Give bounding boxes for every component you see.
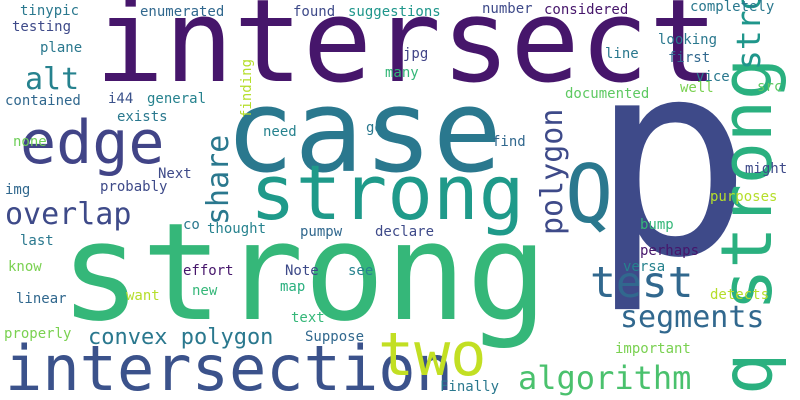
cloud-word: text <box>291 310 325 326</box>
cloud-word: considered <box>544 2 629 18</box>
cloud-word: found <box>293 4 336 20</box>
cloud-word: perhaps <box>640 243 700 259</box>
cloud-word: linear <box>16 291 67 307</box>
cloud-word: none <box>13 134 47 150</box>
cloud-word: bump <box>640 217 674 233</box>
cloud-word: finding <box>239 58 255 118</box>
cloud-word: strong <box>250 148 525 237</box>
cloud-word: overlap <box>5 197 132 232</box>
cloud-word: new <box>192 283 218 299</box>
cloud-word: jpg <box>403 46 429 62</box>
cloud-word: general <box>147 91 207 107</box>
cloud-word: two <box>378 320 487 390</box>
cloud-word: src <box>757 79 783 95</box>
cloud-word: enumerated <box>140 4 225 20</box>
cloud-word: versa <box>623 259 666 275</box>
cloud-word: Finally <box>440 379 500 395</box>
cloud-word: properly <box>4 326 72 342</box>
cloud-word: Note <box>285 263 319 279</box>
cloud-word: first <box>668 50 711 66</box>
cloud-word: pumpw <box>300 224 343 240</box>
cloud-word: convex polygon <box>88 325 274 350</box>
cloud-word: last <box>20 233 54 249</box>
cloud-word: p <box>590 2 753 317</box>
cloud-word: share <box>201 134 236 225</box>
cloud-word: know <box>8 259 42 275</box>
cloud-word: Next <box>158 166 192 182</box>
cloud-word: probably <box>100 179 168 195</box>
cloud-word: documented <box>565 86 650 102</box>
cloud-word: map <box>280 279 306 295</box>
cloud-word: go <box>366 120 383 136</box>
cloud-word: many <box>385 65 419 81</box>
cloud-word: purposes <box>710 189 778 205</box>
cloud-word: edge <box>20 108 165 178</box>
cloud-word: find <box>492 134 526 150</box>
cloud-word: declare <box>375 224 435 240</box>
cloud-word: thought <box>207 221 267 237</box>
cloud-word: suggestions <box>348 4 441 20</box>
cloud-word: important <box>615 341 691 357</box>
cloud-word: co <box>183 217 200 233</box>
cloud-word: line <box>605 46 639 62</box>
cloud-word: img <box>5 182 31 198</box>
cloud-word: need <box>263 124 297 140</box>
cloud-word: exists <box>117 109 168 125</box>
cloud-word: Q <box>565 148 614 241</box>
cloud-word: detects <box>710 287 770 303</box>
cloud-word: looking <box>658 32 718 48</box>
cloud-word: intersection <box>5 332 453 400</box>
cloud-word: test <box>590 258 694 308</box>
cloud-word: i44 <box>108 91 134 107</box>
cloud-word: number <box>482 1 533 17</box>
cloud-word: tinypic <box>20 3 80 19</box>
cloud-word: completely <box>690 0 775 15</box>
cloud-word: plane <box>40 40 83 56</box>
cloud-word: q strong <box>706 57 788 395</box>
cloud-word: want <box>126 288 160 304</box>
cloud-word: Suppose <box>305 329 365 345</box>
cloud-word: case <box>225 65 502 199</box>
cloud-word: might <box>745 161 788 177</box>
cloud-word: effort <box>183 263 234 279</box>
cloud-word: well <box>680 80 714 96</box>
cloud-word: algorithm <box>518 359 692 397</box>
cloud-word: alt <box>25 62 80 97</box>
cloud-word: strong <box>60 194 548 351</box>
cloud-word: contained <box>5 93 81 109</box>
cloud-word: see <box>348 263 374 279</box>
cloud-word: polygon <box>535 108 570 235</box>
cloud-word: segments <box>620 300 765 335</box>
cloud-word: vice <box>696 69 730 85</box>
cloud-word: testing <box>12 19 72 35</box>
cloud-word: intersect <box>95 0 719 109</box>
